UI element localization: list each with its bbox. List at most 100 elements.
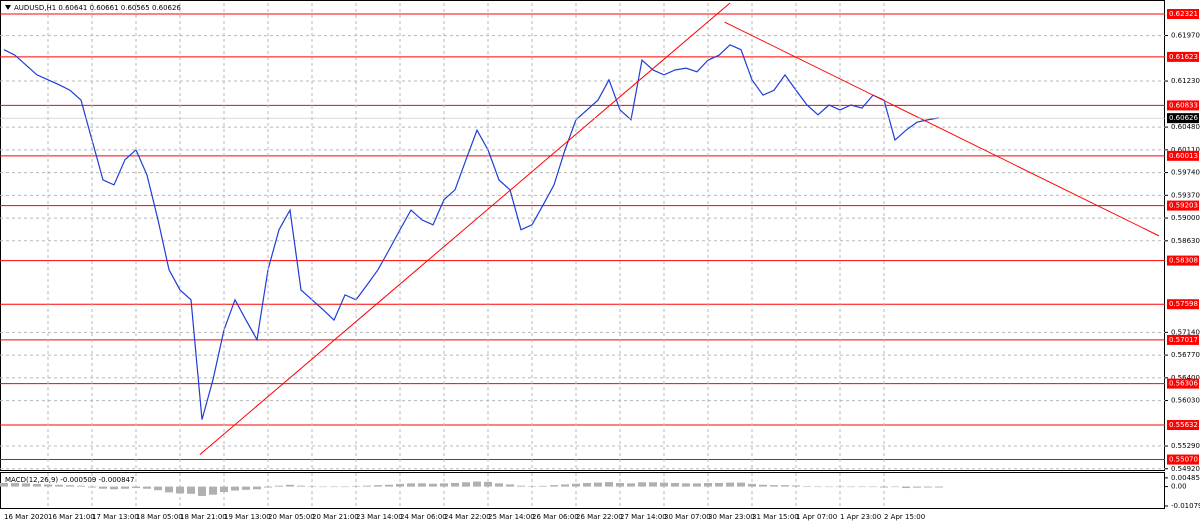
macd-bar: [396, 483, 404, 487]
macd-bar: [143, 486, 151, 489]
macd-bar: [363, 485, 371, 487]
macd-bar: [374, 485, 382, 487]
level-label: 0.55070: [1169, 456, 1198, 464]
y-tick-label: 0.56400: [1171, 374, 1200, 382]
level-label-box: [1167, 100, 1199, 111]
macd-bar: [0, 482, 8, 487]
macd-bar: [869, 486, 877, 488]
level-label-box: [1167, 420, 1199, 431]
macd-bar: [308, 486, 316, 487]
macd-bar: [759, 484, 767, 487]
x-tick-label: 16 Mar 21:00: [48, 513, 95, 521]
x-tick-label: 19 Mar 13:00: [224, 513, 271, 521]
y-tick-label: 0.59740: [1171, 169, 1200, 177]
macd-bar: [902, 486, 910, 489]
x-tick-label: 31 Mar 15:00: [752, 513, 799, 521]
macd-bar: [726, 482, 734, 487]
macd-tick-label: -0.01079: [1171, 502, 1200, 510]
macd-bar: [814, 486, 822, 488]
macd-bar: [506, 484, 514, 487]
x-tick-label: 24 Mar 06:00: [400, 513, 447, 521]
macd-bar: [429, 483, 437, 487]
macd-bar: [11, 482, 19, 487]
macd-bar: [913, 486, 921, 488]
macd-bar: [935, 486, 943, 488]
level-label: 0.62321: [1169, 10, 1198, 18]
macd-bar: [55, 484, 63, 487]
macd-bar: [682, 483, 690, 487]
y-tick-label: 0.56030: [1171, 397, 1200, 405]
macd-bar: [451, 482, 459, 487]
level-label-box: [1167, 150, 1199, 161]
macd-bar: [121, 486, 129, 489]
x-tick-label: 30 Mar 23:00: [708, 513, 755, 521]
macd-frame: [0, 472, 1165, 509]
level-label-box: [1167, 378, 1199, 389]
trendline: [724, 21, 1160, 237]
price-line: [3, 44, 940, 420]
macd-bar: [264, 486, 272, 488]
chart-title: AUDUSD,H1 0.60641 0.60661 0.60565 0.6062…: [14, 4, 181, 12]
macd-bar: [770, 485, 778, 487]
macd-bar: [22, 483, 30, 487]
macd-bar: [495, 483, 503, 487]
level-label-box: [1167, 51, 1199, 62]
macd-bar: [473, 481, 481, 487]
level-label-box: [1167, 334, 1199, 345]
y-tick-label: 0.60110: [1171, 146, 1200, 154]
macd-bar: [561, 484, 569, 487]
macd-bar: [330, 486, 338, 488]
level-label: 0.57017: [1169, 336, 1198, 344]
macd-bar: [594, 482, 602, 487]
trendline: [199, 2, 731, 456]
macd-bar: [44, 484, 52, 487]
x-tick-label: 26 Mar 22:00: [576, 513, 623, 521]
y-tick-label: 0.54920: [1171, 465, 1200, 473]
x-tick-label: 1 Apr 07:00: [796, 513, 837, 521]
macd-bar: [242, 486, 250, 490]
macd-bar: [605, 482, 613, 487]
x-tick-label: 25 Mar 14:00: [488, 513, 535, 521]
macd-bar: [715, 482, 723, 487]
y-tick-label: 0.55290: [1171, 442, 1200, 450]
level-label: 0.56306: [1169, 380, 1198, 388]
level-label: 0.58308: [1169, 257, 1198, 265]
y-tick-label: 0.60480: [1171, 123, 1200, 131]
menu-triangle[interactable]: [5, 5, 11, 10]
macd-bar: [33, 483, 41, 487]
level-label-box: [1167, 299, 1199, 310]
x-tick-label: 17 Mar 13:00: [92, 513, 139, 521]
macd-bar: [66, 485, 74, 487]
level-label-box: [1167, 454, 1199, 465]
macd-bar: [572, 483, 580, 487]
x-tick-label: 1 Apr 23:00: [840, 513, 881, 521]
macd-bar: [803, 486, 811, 487]
macd-bar: [660, 482, 668, 487]
x-tick-label: 20 Mar 21:00: [312, 513, 359, 521]
x-tick-label: 23 Mar 14:00: [356, 513, 403, 521]
macd-bar: [110, 486, 118, 490]
y-tick-label: 0.59370: [1171, 191, 1200, 199]
y-tick-label: 0.57140: [1171, 328, 1200, 336]
x-tick-label: 26 Mar 06:00: [532, 513, 579, 521]
main-frame: [0, 0, 1165, 471]
level-label: 0.57598: [1169, 300, 1198, 308]
macd-bar: [297, 485, 305, 487]
macd-bar: [825, 486, 833, 488]
macd-bar: [858, 486, 866, 488]
y-tick-label: 0.61970: [1171, 32, 1200, 40]
macd-bar: [792, 485, 800, 487]
macd-bar: [132, 486, 140, 489]
x-tick-label: 18 Mar 05:00: [136, 513, 183, 521]
x-tick-label: 18 Mar 21:00: [180, 513, 227, 521]
macd-tick-label: 0.004851: [1171, 474, 1200, 482]
plot-area: [0, 13, 1165, 470]
macd-bar: [704, 482, 712, 487]
macd-bar: [671, 482, 679, 487]
level-label-box: [1167, 200, 1199, 211]
macd-bar: [341, 486, 349, 488]
macd-bar: [627, 483, 635, 487]
x-tick-label: 27 Mar 14:00: [620, 513, 667, 521]
macd-bar: [891, 486, 899, 488]
y-tick-label: 0.59000: [1171, 214, 1200, 222]
